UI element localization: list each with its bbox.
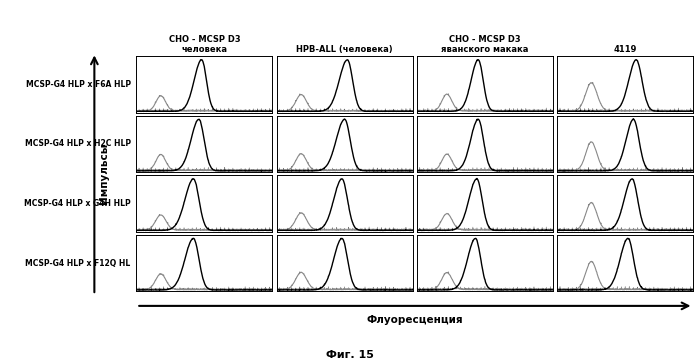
Text: MCSP-G4 HLP x H2C HLP: MCSP-G4 HLP x H2C HLP — [24, 139, 131, 148]
Text: CHO - MCSP D3
человека: CHO - MCSP D3 человека — [168, 35, 240, 54]
Text: MCSP-G4 HLP x F6A HLP: MCSP-G4 HLP x F6A HLP — [26, 80, 131, 89]
Text: MCSP-G4 HLP x G4H HLP: MCSP-G4 HLP x G4H HLP — [24, 199, 131, 208]
Text: Фиг. 15: Фиг. 15 — [326, 350, 373, 360]
Text: HPB-ALL (человека): HPB-ALL (человека) — [296, 45, 393, 54]
Text: Импульсы: Импульсы — [99, 143, 109, 205]
Text: MCSP-G4 HLP x F12Q HL: MCSP-G4 HLP x F12Q HL — [25, 258, 131, 268]
Text: CHO - MCSP D3
яванского макака: CHO - MCSP D3 яванского макака — [441, 35, 528, 54]
Text: Флуоресценция: Флуоресценция — [366, 315, 463, 325]
Text: 4119: 4119 — [614, 45, 637, 54]
